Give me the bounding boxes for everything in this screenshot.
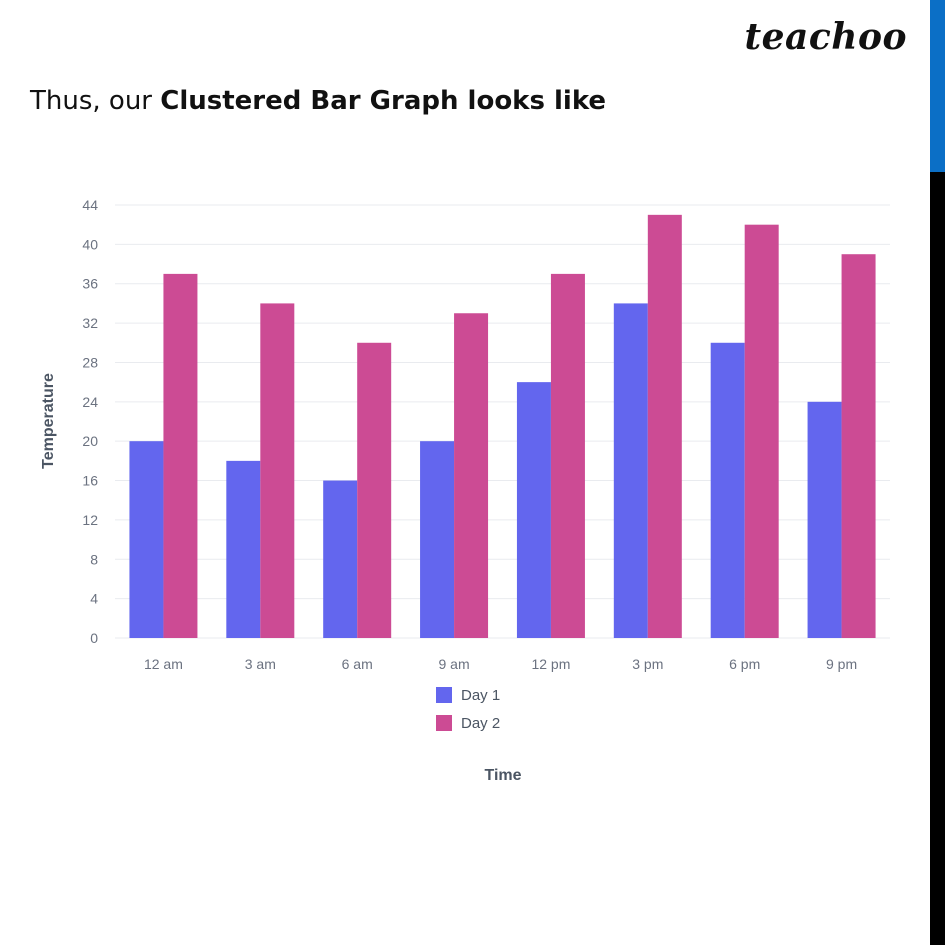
- heading-bold-text: Clustered Bar Graph looks like: [160, 86, 607, 116]
- y-tick-label: 44: [82, 197, 98, 213]
- y-tick-label: 28: [82, 354, 98, 370]
- bar-day-1: [613, 303, 648, 638]
- x-tick-label: 9 am: [439, 656, 470, 672]
- legend-swatch: [436, 715, 452, 731]
- bar-day-1: [226, 460, 261, 638]
- label-layer: 0 4 8 12 16 20 24 28 32 36 40 44 12 am 3 am 6 am 9 am 12…: [82, 197, 857, 672]
- legend-swatch: [436, 687, 452, 703]
- brand-logo: teachoo: [744, 16, 907, 58]
- y-axis-title: Temperature: [40, 373, 57, 469]
- y-tick-label: 12: [82, 512, 98, 528]
- bar-day-1: [710, 342, 745, 638]
- y-tick-label: 36: [82, 276, 98, 292]
- bar-day-2: [841, 254, 876, 639]
- x-tick-label: 9 pm: [826, 656, 857, 672]
- bar-day-2: [357, 342, 392, 638]
- bar-day-1: [807, 401, 842, 638]
- y-tick-label: 0: [90, 630, 98, 646]
- bar-day-2: [744, 224, 779, 638]
- bar-day-1: [323, 480, 358, 638]
- y-tick-label: 20: [82, 433, 98, 449]
- x-tick-label: 3 am: [245, 656, 276, 672]
- x-tick-label: 3 pm: [632, 656, 663, 672]
- bar-day-2: [260, 303, 295, 638]
- bar-day-1: [420, 441, 455, 638]
- legend-label: Day 1: [461, 687, 500, 704]
- x-tick-label: 12 am: [144, 656, 183, 672]
- x-tick-label: 12 pm: [531, 656, 570, 672]
- x-tick-label: 6 pm: [729, 656, 760, 672]
- bar-day-2: [163, 273, 198, 638]
- legend-label: Day 2: [461, 715, 500, 732]
- page-heading: Thus, our Clustered Bar Graph looks like: [30, 86, 606, 116]
- y-tick-label: 4: [90, 591, 98, 607]
- sidebar-bar: [930, 0, 945, 945]
- legend: Day 1 Day 2: [436, 687, 500, 732]
- x-axis-title: Time: [484, 767, 521, 784]
- bar-day-2: [550, 273, 585, 638]
- y-tick-label: 40: [82, 236, 98, 252]
- y-tick-label: 32: [82, 315, 98, 331]
- sidebar-accent: [930, 0, 945, 172]
- heading-text: Thus, our: [30, 86, 161, 116]
- y-tick-label: 8: [90, 551, 98, 567]
- x-tick-label: 6 am: [342, 656, 373, 672]
- bar-day-2: [454, 313, 489, 638]
- bar-layer: [129, 214, 876, 639]
- bar-day-1: [129, 441, 164, 638]
- y-tick-label: 24: [82, 394, 98, 410]
- bar-day-1: [516, 382, 551, 638]
- y-tick-label: 16: [82, 473, 98, 489]
- bar-day-2: [647, 214, 682, 638]
